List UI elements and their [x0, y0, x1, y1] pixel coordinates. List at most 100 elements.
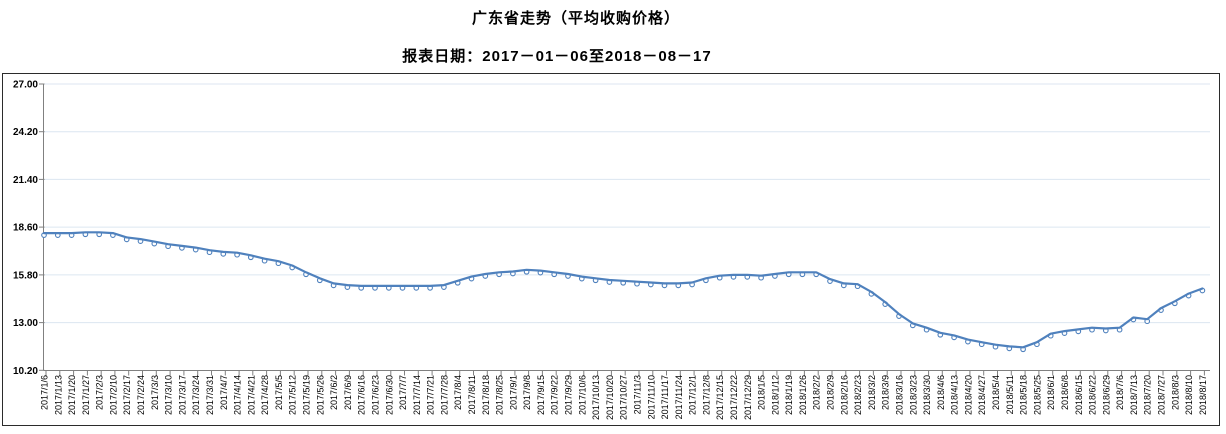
svg-text:2017/8/25: 2017/8/25 [495, 375, 505, 415]
chart-subtitle: 报表日期：2017－01－06至2018－08－17 [402, 48, 712, 65]
svg-text:2017/6/2: 2017/6/2 [329, 375, 339, 410]
svg-text:2018/8/10: 2018/8/10 [1184, 375, 1194, 415]
svg-text:2018/2/2: 2018/2/2 [812, 375, 822, 410]
svg-text:2017/1/20: 2017/1/20 [67, 375, 77, 415]
svg-text:2017/11/24: 2017/11/24 [674, 375, 684, 419]
svg-text:2017/10/13: 2017/10/13 [591, 375, 601, 420]
y-axis-labels: 10.20 13.00 15.80 18.60 21.40 24.20 27.00 [13, 80, 38, 377]
svg-text:2017/2/24: 2017/2/24 [136, 375, 146, 415]
svg-text:2018/8/3: 2018/8/3 [1170, 375, 1180, 410]
svg-text:2018/2/16: 2018/2/16 [839, 375, 849, 415]
svg-text:2017/6/23: 2017/6/23 [371, 375, 381, 415]
svg-text:18.60: 18.60 [13, 223, 38, 234]
svg-text:2018/3/16: 2018/3/16 [895, 375, 905, 415]
svg-text:27.00: 27.00 [13, 80, 38, 91]
y-axis [39, 83, 45, 371]
svg-text:2018/3/23: 2018/3/23 [908, 375, 918, 415]
x-axis [43, 370, 1210, 376]
chart-title: 广东省走势（平均收购价格） [471, 10, 681, 27]
svg-text:2017/7/28: 2017/7/28 [439, 375, 449, 415]
svg-text:2017/4/28: 2017/4/28 [260, 375, 270, 415]
svg-text:2017/9/29: 2017/9/29 [564, 375, 574, 415]
y-gridlines [43, 83, 1210, 324]
svg-text:2018/6/15: 2018/6/15 [1074, 375, 1084, 415]
svg-text:2017/2/17: 2017/2/17 [122, 375, 132, 415]
svg-text:2018/6/1: 2018/6/1 [1046, 375, 1056, 410]
svg-text:2017/5/26: 2017/5/26 [315, 375, 325, 415]
svg-text:2017/10/27: 2017/10/27 [619, 375, 629, 420]
svg-text:2018/1/5: 2018/1/5 [757, 375, 767, 410]
svg-text:2018/4/27: 2018/4/27 [977, 375, 987, 415]
svg-text:2017/1/6: 2017/1/6 [40, 375, 50, 410]
svg-text:2018/4/13: 2018/4/13 [950, 375, 960, 415]
svg-text:2017/7/21: 2017/7/21 [426, 375, 436, 415]
svg-text:2018/5/4: 2018/5/4 [991, 375, 1001, 410]
svg-text:2017/9/15: 2017/9/15 [536, 375, 546, 415]
svg-text:2018/5/11: 2018/5/11 [1005, 375, 1015, 414]
svg-text:2017/3/10: 2017/3/10 [164, 375, 174, 415]
svg-text:21.40: 21.40 [13, 175, 38, 186]
svg-text:2018/7/20: 2018/7/20 [1143, 375, 1153, 415]
svg-text:2018/6/8: 2018/6/8 [1060, 375, 1070, 410]
svg-text:2017/3/17: 2017/3/17 [177, 375, 187, 415]
svg-text:2017/10/20: 2017/10/20 [605, 375, 615, 420]
svg-text:2018/8/17: 2018/8/17 [1198, 375, 1208, 415]
svg-text:2018/4/6: 2018/4/6 [936, 375, 946, 410]
svg-text:2018/5/25: 2018/5/25 [1032, 375, 1042, 415]
svg-text:2017/1/27: 2017/1/27 [81, 375, 91, 415]
svg-text:2017/2/10: 2017/2/10 [108, 375, 118, 415]
svg-text:2018/1/12: 2018/1/12 [770, 375, 780, 415]
svg-text:2017/12/8: 2017/12/8 [701, 375, 711, 415]
svg-text:2018/7/27: 2018/7/27 [1157, 375, 1167, 415]
svg-text:2017/5/19: 2017/5/19 [302, 375, 312, 415]
svg-text:2017/12/1: 2017/12/1 [688, 375, 698, 415]
svg-text:2018/3/30: 2018/3/30 [922, 375, 932, 415]
svg-text:2017/5/5: 2017/5/5 [274, 375, 284, 410]
svg-text:10.20: 10.20 [13, 366, 38, 377]
svg-text:2017/3/24: 2017/3/24 [191, 375, 201, 415]
svg-text:2017/4/14: 2017/4/14 [233, 375, 243, 415]
svg-text:2017/9/22: 2017/9/22 [550, 375, 560, 415]
svg-text:24.20: 24.20 [13, 127, 38, 138]
svg-text:2017/6/9: 2017/6/9 [343, 375, 353, 410]
x-axis-labels: 2017/1/6 2017/1/13 2017/1/20 2017/1/27 2017/… [40, 375, 1208, 420]
svg-text:2017/6/30: 2017/6/30 [384, 375, 394, 415]
svg-text:2018/7/13: 2018/7/13 [1129, 375, 1139, 415]
svg-text:2017/9/8: 2017/9/8 [522, 375, 532, 410]
svg-text:2017/4/21: 2017/4/21 [246, 375, 256, 415]
svg-text:2018/1/19: 2018/1/19 [784, 375, 794, 415]
svg-text:2017/8/4: 2017/8/4 [453, 375, 463, 410]
svg-text:15.80: 15.80 [13, 270, 38, 281]
svg-text:2018/3/2: 2018/3/2 [867, 375, 877, 410]
svg-text:2017/4/7: 2017/4/7 [219, 375, 229, 410]
svg-text:2018/7/6: 2018/7/6 [1115, 375, 1125, 410]
svg-text:2017/11/17: 2017/11/17 [660, 375, 670, 419]
svg-text:2017/9/1: 2017/9/1 [508, 375, 518, 410]
svg-text:2017/11/3: 2017/11/3 [633, 375, 643, 414]
svg-text:2018/2/23: 2018/2/23 [853, 375, 863, 415]
svg-text:2018/6/22: 2018/6/22 [1088, 375, 1098, 415]
svg-text:2017/11/10: 2017/11/10 [646, 375, 656, 419]
svg-text:2017/10/6: 2017/10/6 [577, 375, 587, 415]
svg-text:2018/1/26: 2018/1/26 [798, 375, 808, 415]
svg-text:2017/3/3: 2017/3/3 [150, 375, 160, 410]
svg-text:2017/7/7: 2017/7/7 [398, 375, 408, 410]
svg-text:2017/5/12: 2017/5/12 [288, 375, 298, 415]
svg-text:2018/2/9: 2018/2/9 [826, 375, 836, 410]
svg-text:2017/12/22: 2017/12/22 [729, 375, 739, 420]
svg-text:2017/8/18: 2017/8/18 [481, 375, 491, 415]
svg-text:2017/6/16: 2017/6/16 [357, 375, 367, 415]
svg-text:2018/4/20: 2018/4/20 [963, 375, 973, 415]
svg-text:2018/3/9: 2018/3/9 [881, 375, 891, 410]
svg-text:2017/2/3: 2017/2/3 [95, 375, 105, 410]
svg-text:2017/8/11: 2017/8/11 [467, 375, 477, 414]
svg-text:13.00: 13.00 [13, 318, 38, 329]
svg-text:2017/12/15: 2017/12/15 [715, 375, 725, 420]
svg-text:2017/12/29: 2017/12/29 [743, 375, 753, 420]
svg-text:2017/3/31: 2017/3/31 [205, 375, 215, 415]
svg-text:2017/7/14: 2017/7/14 [412, 375, 422, 415]
svg-text:2018/6/29: 2018/6/29 [1101, 375, 1111, 415]
svg-text:2017/1/13: 2017/1/13 [53, 375, 63, 415]
series-line [41, 231, 1206, 353]
